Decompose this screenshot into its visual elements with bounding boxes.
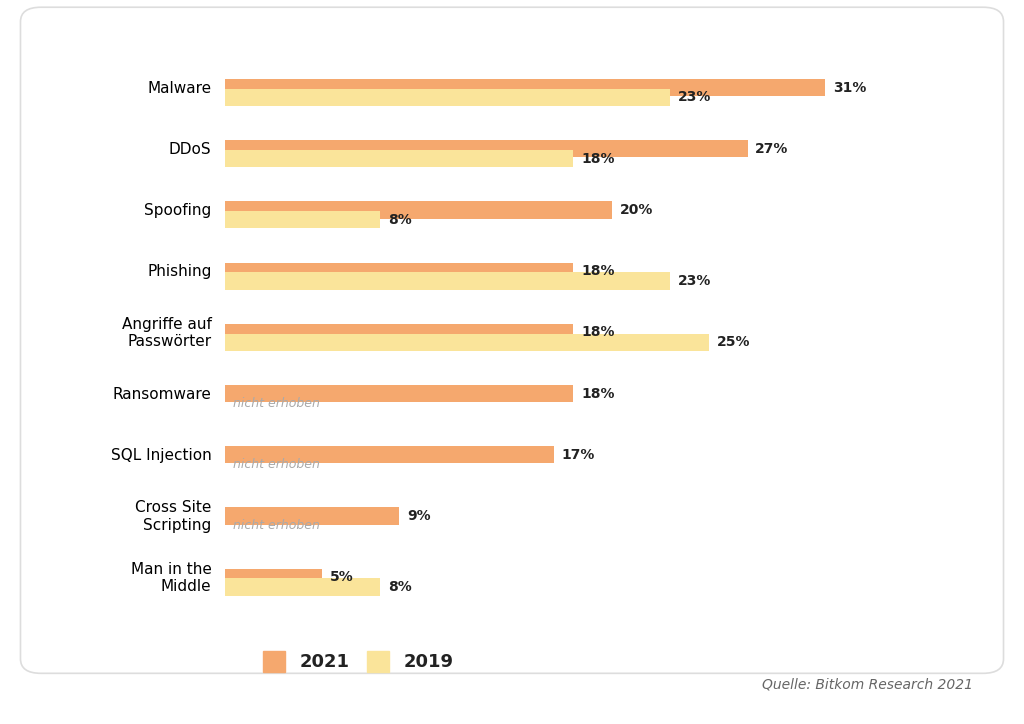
Bar <box>225 324 573 341</box>
Bar <box>225 89 670 106</box>
Bar <box>225 150 573 167</box>
Bar <box>225 211 380 228</box>
Legend: 2021, 2019: 2021, 2019 <box>263 651 454 672</box>
Text: 18%: 18% <box>582 325 614 340</box>
Text: 9%: 9% <box>408 509 431 523</box>
Bar <box>225 446 554 463</box>
Bar <box>225 385 573 403</box>
Text: 23%: 23% <box>678 90 712 104</box>
Text: 25%: 25% <box>717 335 750 349</box>
Bar <box>225 263 573 279</box>
Bar <box>225 201 612 219</box>
Text: nicht erhoben: nicht erhoben <box>233 397 319 410</box>
Bar <box>225 140 748 157</box>
Text: 20%: 20% <box>620 203 653 217</box>
Text: 18%: 18% <box>582 151 614 166</box>
Text: 27%: 27% <box>756 142 788 156</box>
Bar <box>225 79 825 96</box>
Text: 18%: 18% <box>582 264 614 278</box>
Text: nicht erhoben: nicht erhoben <box>233 458 319 471</box>
Text: nicht erhoben: nicht erhoben <box>233 519 319 532</box>
Bar <box>225 568 322 586</box>
Text: 8%: 8% <box>388 213 412 227</box>
Text: 31%: 31% <box>833 80 866 95</box>
Text: Quelle: Bitkom Research 2021: Quelle: Bitkom Research 2021 <box>762 678 973 691</box>
Text: 17%: 17% <box>562 448 595 462</box>
Text: 23%: 23% <box>678 274 712 288</box>
Text: 18%: 18% <box>582 387 614 400</box>
Bar <box>225 508 399 525</box>
Text: 5%: 5% <box>330 571 353 584</box>
Bar <box>225 578 380 596</box>
Text: 8%: 8% <box>388 580 412 594</box>
Bar <box>225 272 670 290</box>
Bar <box>225 334 709 351</box>
